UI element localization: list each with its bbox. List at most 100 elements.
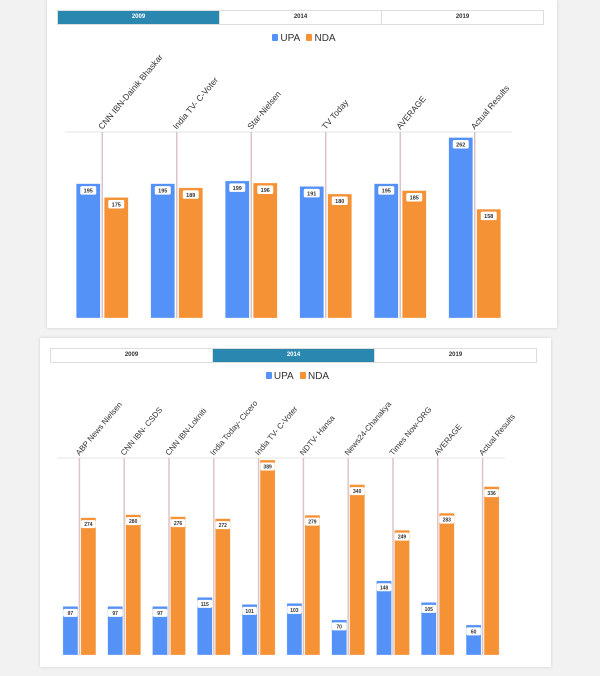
bar-nda (327, 193, 352, 319)
data-label-box (152, 608, 168, 617)
bar-upa (376, 580, 392, 656)
data-label: 274 (84, 522, 93, 528)
data-label-box (154, 186, 171, 195)
year-tabs: 2009 2014 2019 (57, 10, 544, 25)
data-label-box (63, 608, 78, 617)
data-label: 105 (425, 607, 434, 613)
year-tabs: 2009 2014 2019 (50, 348, 537, 363)
data-label-box (376, 583, 392, 592)
legend-swatch-upa (265, 372, 272, 379)
data-label-box (331, 622, 347, 631)
data-label: 158 (484, 214, 493, 220)
bar-nda (439, 512, 455, 656)
data-label-box (480, 211, 497, 221)
data-label: 336 (487, 491, 496, 497)
category-label: CNN IBN- CSDS (119, 406, 164, 458)
bar-nda (259, 459, 276, 656)
data-label-box (331, 196, 348, 205)
tab-2009[interactable]: 2009 (51, 349, 213, 362)
data-label: 180 (335, 199, 344, 205)
data-label-box (182, 190, 199, 199)
category-label: ABP News Nielsen (74, 400, 124, 457)
bar-nda (394, 529, 410, 656)
bar-upa (76, 183, 101, 319)
data-label: 276 (174, 521, 183, 527)
legend-upa[interactable]: UPA (280, 33, 300, 44)
data-label: 185 (410, 196, 419, 202)
data-label-box (108, 199, 125, 209)
bar-nda (170, 516, 186, 656)
bar-nda (476, 208, 501, 319)
data-label-box (260, 462, 275, 471)
category-label: CNN IBN-Lokniti (164, 406, 209, 457)
legend: UPA NDA (40, 371, 551, 382)
data-label-box (303, 188, 320, 198)
legend-nda[interactable]: NDA (314, 33, 336, 44)
category-label: India Today- Cicero (208, 398, 259, 457)
bar-nda (80, 517, 97, 656)
legend-upa[interactable]: UPA (273, 371, 294, 382)
data-label: 115 (201, 602, 209, 608)
bar-nda (215, 518, 231, 656)
data-label: 389 (263, 465, 272, 471)
bar-upa (374, 183, 399, 319)
tab-2014[interactable]: 2014 (213, 349, 375, 362)
category-label: Actual Results (477, 412, 517, 457)
data-label-box (125, 517, 141, 526)
data-label: 97 (68, 611, 74, 617)
data-label: 191 (307, 191, 316, 197)
data-label-box (287, 605, 302, 614)
data-label-box (197, 599, 213, 608)
bar-upa (225, 180, 250, 319)
bar-upa (299, 186, 324, 319)
category-label: Star-Nielsen (245, 89, 283, 131)
data-label: 280 (129, 519, 138, 525)
data-label: 340 (353, 489, 362, 495)
data-label: 195 (84, 189, 93, 195)
data-label: 279 (308, 520, 317, 526)
data-label-box (229, 183, 246, 192)
data-label: 60 (471, 629, 477, 635)
data-label: 195 (158, 189, 167, 195)
category-label: India TV- C-Voter (171, 75, 221, 131)
data-label: 189 (186, 193, 195, 199)
data-label-box (305, 517, 320, 526)
data-label-box (394, 532, 410, 541)
bar-nda (483, 486, 500, 656)
legend-swatch-upa (272, 34, 279, 41)
data-label: 249 (398, 535, 407, 541)
bar-upa (107, 606, 123, 656)
category-label: AVERAGE (432, 422, 463, 457)
data-label: 101 (245, 609, 254, 615)
data-label: 70 (336, 624, 342, 630)
data-label-box (242, 606, 257, 615)
data-label-box (349, 487, 365, 496)
tab-2009[interactable]: 2009 (58, 11, 220, 24)
bar-upa (150, 183, 175, 319)
bar-nda (349, 484, 365, 656)
category-label: CNN IBN-Dainik Bhaskar (96, 52, 165, 131)
bar-upa (421, 602, 437, 656)
legend-swatch-nda (306, 34, 313, 41)
data-label: 196 (261, 188, 270, 194)
category-label: Actual Results (469, 83, 512, 131)
bar-nda (253, 182, 278, 319)
data-label-box (466, 627, 481, 636)
bar-nda (304, 514, 321, 656)
data-label-box (80, 186, 97, 195)
data-label-box (439, 515, 455, 524)
category-label: Times Now-ORG (388, 405, 434, 457)
data-label-box (378, 186, 395, 195)
category-label: AVERAGE (394, 94, 428, 132)
legend-nda[interactable]: NDA (307, 371, 330, 382)
category-label: TV Today (320, 97, 351, 131)
tab-2019[interactable]: 2019 (448, 352, 463, 358)
tab-2014[interactable]: 2014 (220, 11, 382, 24)
data-label: 199 (233, 186, 242, 192)
data-label-box (215, 521, 231, 530)
data-label: 97 (112, 611, 118, 617)
data-label: 103 (290, 608, 299, 614)
bar-upa (197, 597, 213, 656)
tab-2019[interactable]: 2019 (455, 14, 470, 20)
